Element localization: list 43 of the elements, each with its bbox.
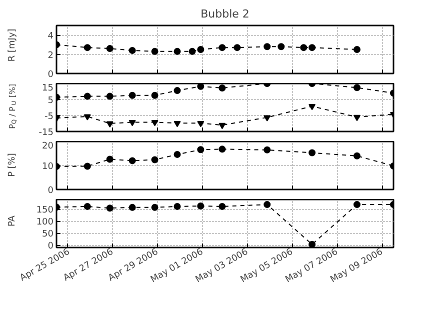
point: [353, 201, 360, 208]
point: [84, 202, 91, 210]
point: [264, 43, 271, 50]
y-tick-label: 50: [42, 230, 54, 240]
y-tick-label: 0: [48, 70, 54, 80]
point: [197, 202, 204, 210]
y-tick-label: 0: [48, 242, 54, 252]
point: [278, 43, 285, 50]
y-tick-label: 4: [48, 32, 54, 42]
point: [308, 44, 316, 52]
point: [128, 46, 136, 54]
point: [300, 44, 308, 52]
y-tick-label: 20: [42, 142, 54, 152]
point: [264, 201, 271, 208]
point: [128, 204, 136, 211]
y-tick-label: -15: [38, 128, 54, 138]
point: [308, 240, 316, 248]
point: [106, 204, 114, 212]
point: [151, 48, 158, 55]
point: [174, 202, 181, 210]
point: [84, 44, 91, 52]
y-axis-title: P [%]: [8, 153, 18, 177]
y-tick-label: 2: [48, 50, 54, 61]
y-tick-label: 150: [36, 206, 54, 216]
y-tick-label: 15: [42, 84, 54, 94]
y-tick-label: 0: [48, 186, 54, 196]
point: [151, 204, 158, 211]
y-axis-title: R [mJy]: [8, 28, 18, 62]
point: [188, 48, 196, 55]
y-tick-label: 100: [36, 218, 54, 228]
point: [234, 44, 241, 52]
point: [218, 202, 226, 210]
y-tick-label: -5: [44, 112, 54, 122]
point: [353, 46, 360, 53]
point: [174, 48, 181, 55]
point: [218, 44, 226, 52]
point: [197, 46, 204, 53]
y-tick-label: 5: [48, 96, 54, 106]
y-tick-label: 10: [42, 162, 54, 172]
y-axis-title: PA: [8, 214, 18, 227]
chart-title: Bubble 2: [200, 8, 250, 20]
point: [106, 45, 114, 52]
line-series: [56, 201, 394, 248]
